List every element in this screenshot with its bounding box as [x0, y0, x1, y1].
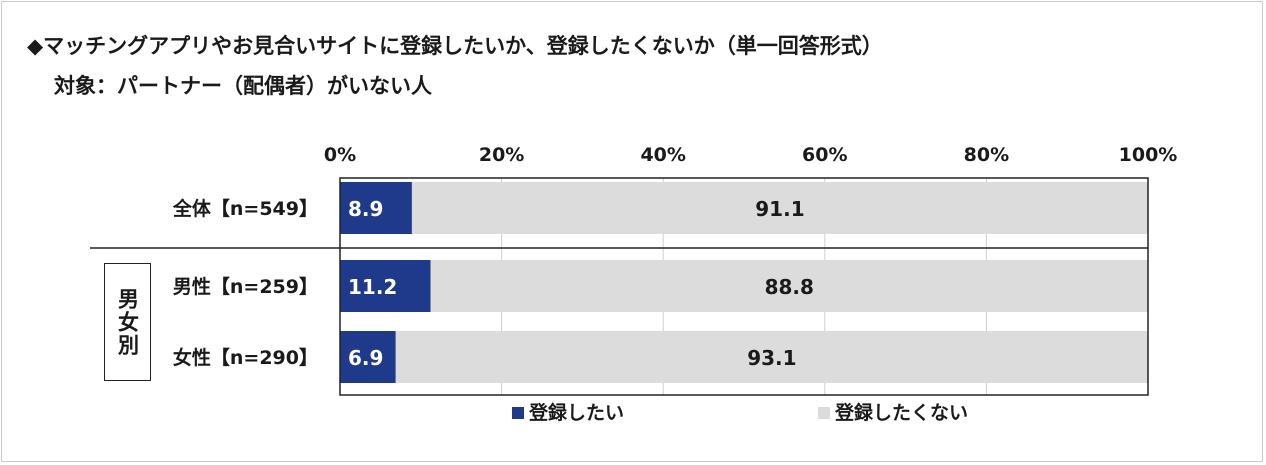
x-tick-label: 60% [802, 144, 847, 166]
legend-swatch [512, 407, 524, 419]
legend-label: 登録したくない [834, 401, 968, 424]
category-label: 全体【n=549】 [172, 197, 318, 220]
bar-want [340, 331, 396, 383]
data-label: 88.8 [765, 275, 814, 299]
x-tick-label: 100% [1119, 144, 1178, 166]
bar-want [340, 182, 412, 234]
x-tick-label: 0% [324, 144, 356, 166]
chart-subtitle: 対象：パートナー（配偶者）がいない人 [54, 74, 432, 98]
chart-title: ◆マッチングアプリやお見合いサイトに登録したいか、登録したくないか（単一回答形式… [27, 34, 883, 58]
bar-not-want [411, 182, 1148, 234]
data-label: 8.9 [348, 197, 383, 221]
x-tick-label: 20% [479, 144, 524, 166]
data-label: 11.2 [348, 275, 397, 299]
plot-border [339, 177, 1149, 396]
data-label: 93.1 [747, 346, 796, 370]
category-label: 男性【n=259】 [173, 275, 318, 298]
x-tick-label: 40% [640, 144, 685, 166]
gender-group-box: 男女別 [104, 263, 151, 381]
bar-not-want [430, 260, 1149, 312]
gender-group-label: 男女別 [115, 287, 140, 357]
data-label: 6.9 [348, 346, 383, 370]
bar-want [340, 260, 431, 312]
data-label: 91.1 [755, 197, 804, 221]
legend-label: 登録したい [528, 401, 624, 424]
x-tick-label: 80% [964, 144, 1009, 166]
bar-not-want [395, 331, 1148, 383]
legend-swatch [818, 407, 830, 419]
category-label: 女性【n=290】 [173, 346, 318, 369]
